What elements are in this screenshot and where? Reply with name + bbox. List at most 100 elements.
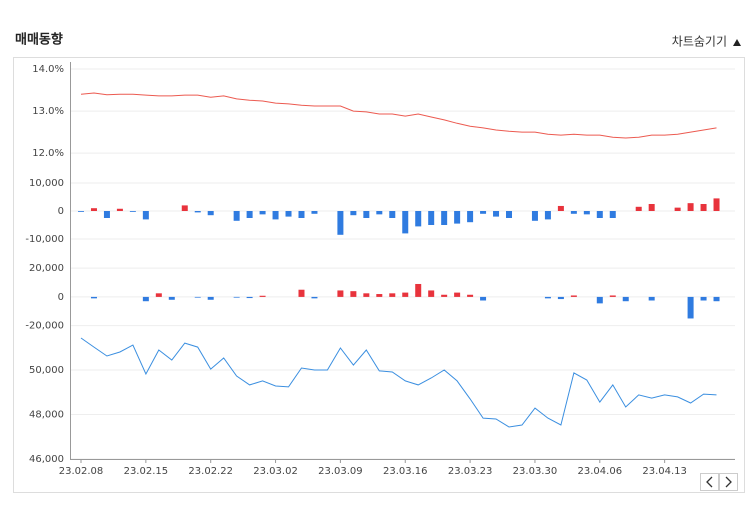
bar xyxy=(103,211,110,218)
x-tick-label: 23.03.16 xyxy=(383,466,428,477)
y-tick-label: 12.0% xyxy=(32,148,64,159)
bar xyxy=(441,211,448,225)
bar xyxy=(272,211,279,220)
bar xyxy=(402,292,409,297)
bar xyxy=(233,296,240,298)
bar xyxy=(311,211,318,214)
bar xyxy=(544,211,551,220)
bar xyxy=(415,211,422,227)
bar xyxy=(155,293,162,297)
y-tick-label: 48,000 xyxy=(29,410,64,421)
bar xyxy=(700,296,707,301)
bar xyxy=(363,293,370,297)
line-series xyxy=(80,92,717,139)
bar xyxy=(259,211,266,215)
bar xyxy=(674,207,681,211)
bar xyxy=(194,296,201,298)
y-tick-label: 50,000 xyxy=(29,365,64,376)
x-tick-label: 23.04.13 xyxy=(642,466,687,477)
bar xyxy=(350,211,357,216)
bar xyxy=(570,295,577,297)
bar xyxy=(531,211,538,221)
chart-frame xyxy=(13,57,745,493)
y-tick-label: 10,000 xyxy=(29,178,64,189)
x-tick-label: 23.02.08 xyxy=(59,466,104,477)
y-tick-label: 0 xyxy=(58,206,64,217)
bar xyxy=(259,295,266,297)
x-tick-label: 23.02.15 xyxy=(124,466,169,477)
bar xyxy=(467,294,474,297)
bar xyxy=(467,211,474,223)
bar xyxy=(622,296,629,302)
y-tick-label: 46,000 xyxy=(29,454,64,465)
nav-prev[interactable] xyxy=(700,473,719,491)
bar xyxy=(90,208,97,211)
bar xyxy=(181,205,188,211)
bar xyxy=(233,211,240,221)
x-tick-label: 23.04.06 xyxy=(578,466,623,477)
bar xyxy=(441,294,448,297)
bar xyxy=(376,294,383,297)
toggle-chart[interactable]: 차트숨기기 xyxy=(672,35,727,49)
bar xyxy=(428,211,435,225)
bar xyxy=(635,206,642,211)
bar xyxy=(428,290,435,297)
bar xyxy=(311,296,318,299)
bar xyxy=(415,283,422,297)
y-tick-label: 0 xyxy=(58,292,64,303)
bar xyxy=(713,198,720,211)
line-series xyxy=(80,337,717,428)
bar xyxy=(609,295,616,297)
bar xyxy=(389,211,396,218)
bar xyxy=(298,211,305,218)
bar xyxy=(493,211,500,217)
bar xyxy=(207,296,214,300)
bar xyxy=(648,296,655,301)
bar xyxy=(142,296,149,302)
toggle-arrow[interactable] xyxy=(733,39,741,46)
bar xyxy=(90,296,97,299)
x-tick-label: 23.02.22 xyxy=(188,466,233,477)
bar xyxy=(116,208,123,211)
bar xyxy=(194,211,201,213)
bar xyxy=(142,211,149,220)
bar xyxy=(337,211,344,235)
bar xyxy=(596,296,603,304)
bar xyxy=(454,211,461,224)
bar xyxy=(402,211,409,234)
x-tick-label: 23.03.02 xyxy=(253,466,298,477)
bar xyxy=(557,296,564,300)
bar xyxy=(648,204,655,211)
bar xyxy=(480,296,487,301)
section-title: 매매동향 xyxy=(15,32,63,48)
y-tick-label: 13.0% xyxy=(32,106,64,117)
bar xyxy=(687,296,694,319)
bar xyxy=(700,204,707,211)
bar xyxy=(350,291,357,297)
bar xyxy=(454,292,461,297)
x-tick-label: 23.03.23 xyxy=(448,466,493,477)
bar xyxy=(596,211,603,218)
bar xyxy=(168,296,175,300)
bar xyxy=(129,211,136,212)
bar xyxy=(246,296,253,299)
bar xyxy=(480,211,487,214)
bar xyxy=(544,296,551,299)
y-tick-label: -20,000 xyxy=(25,321,64,332)
x-tick-label: 23.03.09 xyxy=(318,466,363,477)
bar xyxy=(506,211,513,218)
bar xyxy=(363,211,370,218)
bar xyxy=(557,205,564,211)
y-tick-label: 20,000 xyxy=(29,263,64,274)
bar xyxy=(687,203,694,211)
nav-next[interactable] xyxy=(719,473,738,491)
y-tick-label: 14.0% xyxy=(32,64,64,75)
bar xyxy=(570,211,577,214)
bar xyxy=(298,289,305,297)
x-tick-label: 23.03.30 xyxy=(513,466,558,477)
bar xyxy=(376,211,383,215)
bar xyxy=(389,293,396,297)
bar xyxy=(207,211,214,216)
y-tick-label: -10,000 xyxy=(25,234,64,245)
